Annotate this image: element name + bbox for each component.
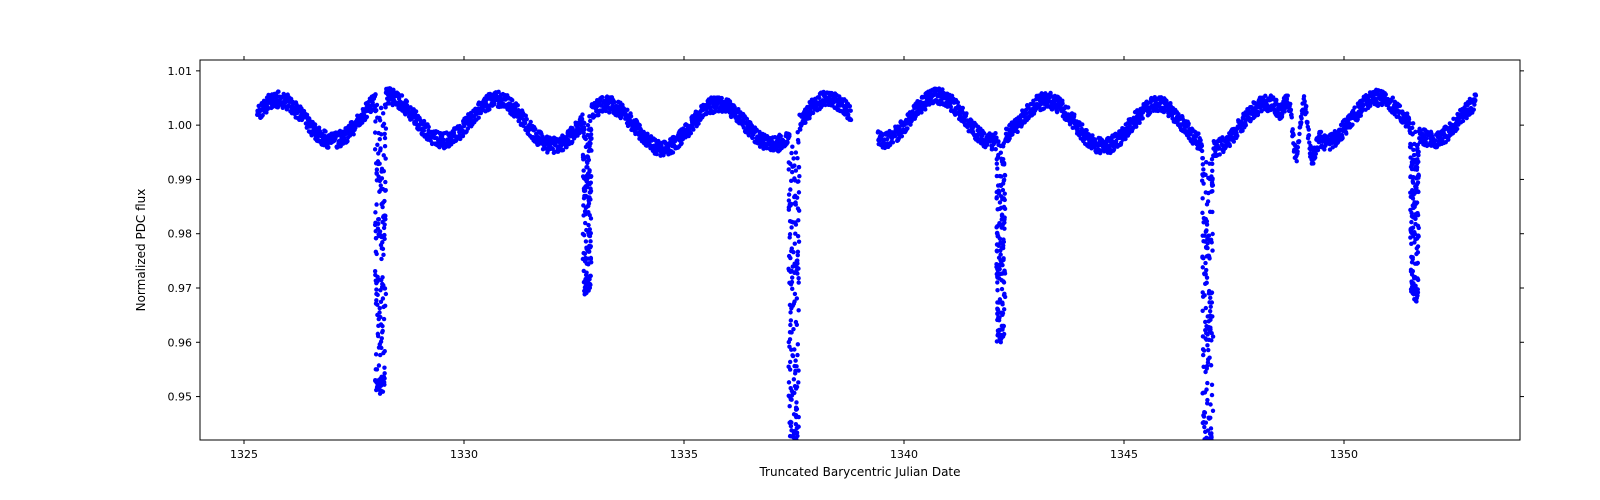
plot-area <box>200 60 1520 440</box>
x-tick-label: 1330 <box>450 448 478 461</box>
x-tick-label: 1340 <box>890 448 918 461</box>
y-tick-label: 0.97 <box>168 282 193 295</box>
lightcurve-scatter-plot: 1325 1330 1335 1340 1345 1350 0.95 0.96 0.97 0.98… <box>0 0 1600 500</box>
y-tick-label: 0.98 <box>168 228 193 241</box>
x-tick-label: 1335 <box>670 448 698 461</box>
x-tick-label: 1325 <box>230 448 258 461</box>
y-tick-label: 1.00 <box>168 119 193 132</box>
y-tick-label: 0.96 <box>168 336 193 349</box>
y-tick-label: 0.99 <box>168 173 193 186</box>
y-tick-label: 1.01 <box>168 65 193 78</box>
x-tick-label: 1345 <box>1110 448 1138 461</box>
figure: 1325 1330 1335 1340 1345 1350 0.95 0.96 0.97 0.98… <box>0 0 1600 500</box>
y-tick-label: 0.95 <box>168 391 193 404</box>
x-axis-label: Truncated Barycentric Julian Date <box>758 465 960 479</box>
y-axis-label: Normalized PDC flux <box>134 189 148 312</box>
x-tick-label: 1350 <box>1330 448 1358 461</box>
